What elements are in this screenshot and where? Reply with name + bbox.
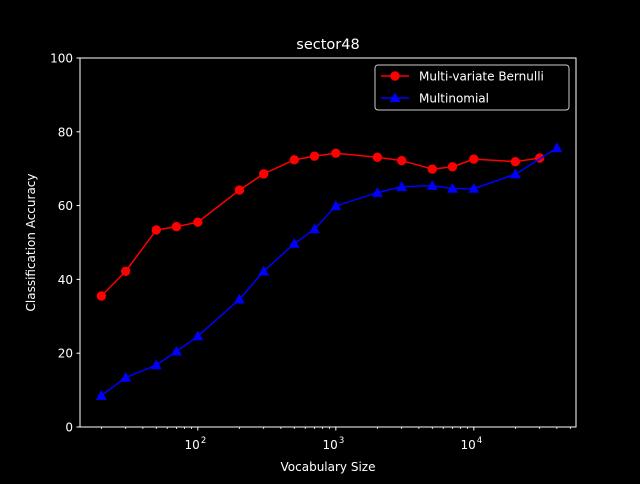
y-axis-label: Classification Accuracy [24,174,38,312]
legend: Multi-variate Bernulli Multinomial [374,64,570,111]
data-point [427,164,437,174]
y-tick-label: 80 [58,125,73,139]
series-layer [95,142,563,400]
legend-box [374,64,570,111]
x-tick-label: 10 3 [323,436,345,452]
data-point [120,266,131,276]
series-1 [96,148,545,301]
x-axis-label: Vocabulary Size [281,460,376,474]
data-point [330,200,342,211]
x-tick-label-exponent: 4 [477,436,482,446]
data-point [509,168,521,179]
data-point [447,182,458,193]
data-point [258,169,269,179]
series-2 [95,142,563,400]
x-tick-label-base: 10 [323,438,338,452]
data-point [469,154,479,164]
data-point [171,345,182,356]
x-tick-label-exponent: 3 [339,436,344,446]
data-point [447,162,458,172]
legend-label: Multinomial [419,92,489,106]
data-point [288,237,300,248]
data-point [551,142,563,153]
data-point [258,265,270,276]
data-point [390,71,400,81]
data-point [309,151,320,161]
y-tick-label: 20 [58,347,73,361]
data-point [234,185,245,195]
data-point [150,359,162,370]
data-point [426,180,438,190]
data-point [233,293,245,304]
data-point [331,148,341,158]
y-tick-label: 0 [65,421,73,435]
y-tick-label: 40 [58,273,73,287]
data-point [193,217,203,227]
x-tick-label-base: 10 [461,438,476,452]
data-point [151,225,161,235]
legend-item: Multinomial [381,92,489,106]
y-tick-label: 100 [50,52,73,66]
data-point [95,390,107,400]
data-point [396,181,408,191]
y-tick-label: 60 [58,199,73,213]
x-tick-label-exponent: 2 [201,436,206,446]
data-point [192,330,204,341]
data-point [120,371,132,382]
data-point [372,152,383,162]
data-point [289,155,299,165]
data-point [468,182,480,193]
data-point [389,92,401,103]
plot-background [80,58,576,427]
data-point [309,223,320,234]
x-tick-label: 10 2 [185,436,207,452]
chart-title: sector48 [296,37,359,53]
legend-label: Multi-variate Bernulli [419,70,544,84]
data-point [371,187,383,197]
x-tick-label: 10 4 [461,436,483,452]
data-point [396,155,407,166]
axes-frame [79,57,577,428]
data-point [171,221,182,232]
data-point [510,156,521,167]
x-tick-label-base: 10 [185,438,200,452]
legend-item: Multi-variate Bernulli [381,70,544,84]
data-point [96,291,107,301]
